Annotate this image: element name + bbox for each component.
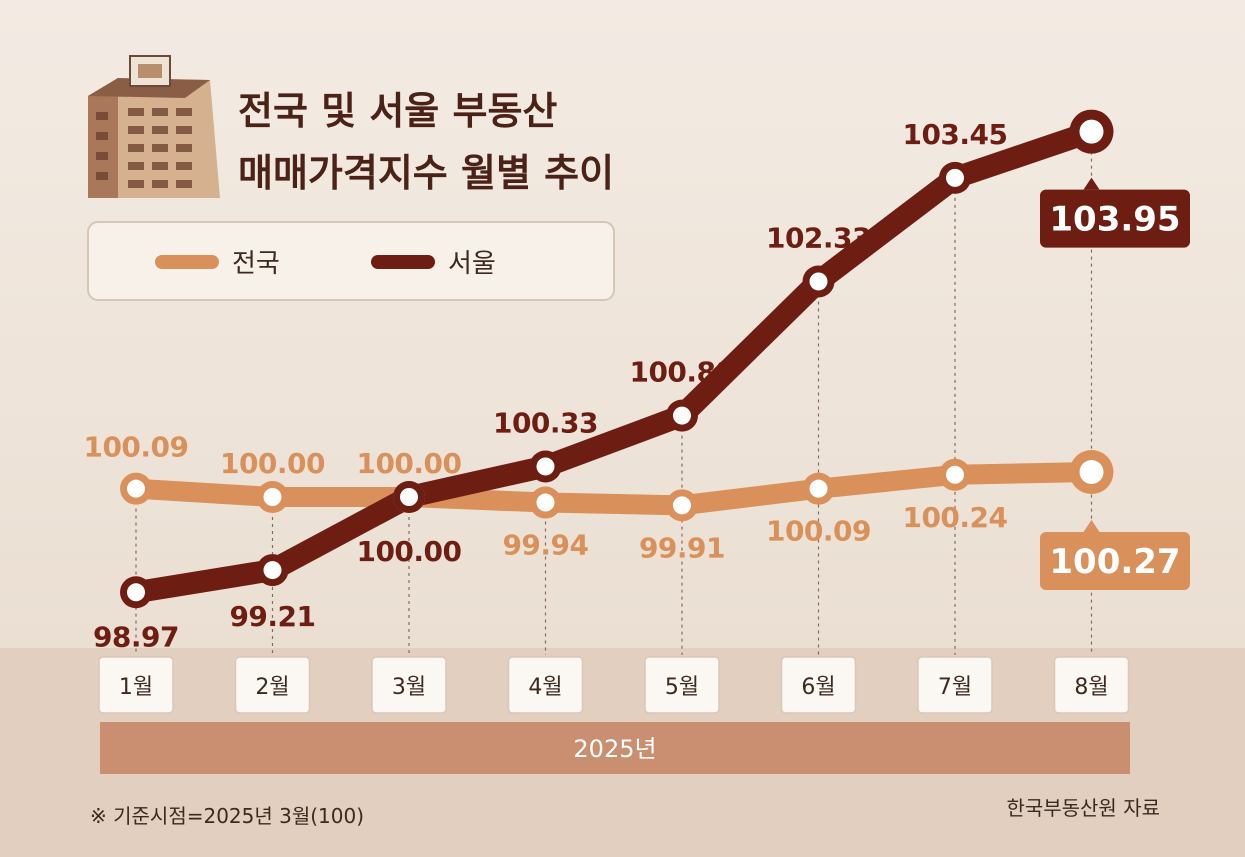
marker-national — [946, 465, 964, 484]
series-lines — [125, 120, 1103, 604]
month-box — [234, 656, 311, 714]
data-label-seoul: 102.33 — [766, 221, 871, 254]
month-box — [98, 656, 174, 714]
month-box — [371, 656, 447, 714]
marker-national — [673, 496, 691, 515]
callout-pointer-seoul — [1083, 177, 1100, 190]
legend-box — [87, 221, 615, 301]
x-axis-ticks: 1월 2월 3월 4월 5월 6월 7월 8월 — [98, 656, 1130, 714]
data-label-national: 99.94 — [502, 529, 588, 562]
month-box — [917, 656, 993, 714]
x-tick-label: 4월 — [528, 675, 562, 700]
marker-national — [263, 488, 282, 506]
series-line-seoul — [125, 120, 1103, 604]
marker-seoul — [263, 561, 282, 580]
marker-seoul — [400, 488, 418, 506]
data-label-seoul: 100.88 — [629, 356, 734, 389]
base-note: ※ 기준시점=2025년 3월(100) — [90, 804, 364, 828]
source-note: 한국부동산원 자료 — [1006, 796, 1160, 820]
markers — [120, 109, 1114, 609]
chart-title-line-2: 매매가격지수 월별 추이 — [238, 151, 614, 195]
series-line-national — [126, 462, 1102, 516]
chart-title-line-1: 전국 및 서울 부동산 — [238, 89, 557, 133]
data-label-seoul: 103.45 — [902, 118, 1007, 151]
data-label-national: 100.09 — [83, 431, 188, 464]
month-box — [1053, 656, 1130, 714]
highlight-boxes: 103.95 100.27 — [1040, 177, 1190, 591]
marker-seoul — [127, 583, 145, 602]
data-label-seoul: 99.21 — [229, 600, 315, 633]
x-tick-label: 7월 — [938, 675, 972, 700]
month-box — [644, 656, 720, 714]
data-label-seoul: 100.33 — [493, 406, 598, 439]
month-box — [780, 656, 857, 714]
x-tick-label: 5월 — [665, 675, 699, 700]
legend-label-national: 전국 — [232, 249, 280, 279]
data-label-seoul: 98.97 — [93, 620, 179, 653]
data-label-national: 99.91 — [639, 531, 725, 564]
marker-seoul — [536, 457, 555, 476]
marker-national — [809, 479, 828, 498]
building-icon — [88, 55, 220, 198]
marker-national — [127, 479, 145, 498]
month-box — [507, 656, 584, 714]
callout-box-seoul — [1040, 189, 1190, 248]
marker-seoul — [673, 406, 691, 425]
marker-national — [536, 493, 555, 512]
marker-seoul — [1079, 119, 1104, 144]
legend-label-seoul: 서울 — [448, 249, 496, 279]
data-labels: 100.09 98.97 100.00 99.21 100.00 100.00 99.94 1… — [83, 118, 1008, 653]
marker-national — [1079, 460, 1104, 485]
x-tick-label: 2월 — [255, 675, 289, 700]
year-bar — [100, 722, 1130, 774]
marker-seoul — [809, 272, 828, 291]
callout-box-national — [1040, 532, 1190, 591]
year-label: 2025년 — [573, 735, 656, 763]
callout-value-seoul: 103.95 — [1049, 200, 1180, 240]
data-label-national: 100.00 — [220, 447, 325, 480]
marker-seoul — [946, 168, 964, 187]
callout-pointer-national — [1083, 520, 1100, 533]
callout-value-national: 100.27 — [1049, 542, 1180, 582]
x-tick-label: 8월 — [1074, 675, 1108, 700]
data-label-national: 100.09 — [766, 515, 871, 548]
x-tick-label: 3월 — [392, 675, 426, 700]
data-label-seoul: 100.00 — [356, 535, 461, 568]
data-label-national: 100.24 — [902, 501, 1007, 534]
x-tick-label: 1월 — [119, 675, 153, 700]
legend: 전국 서울 — [87, 221, 615, 301]
data-label-national: 100.00 — [356, 447, 461, 480]
x-tick-label: 6월 — [801, 675, 835, 700]
